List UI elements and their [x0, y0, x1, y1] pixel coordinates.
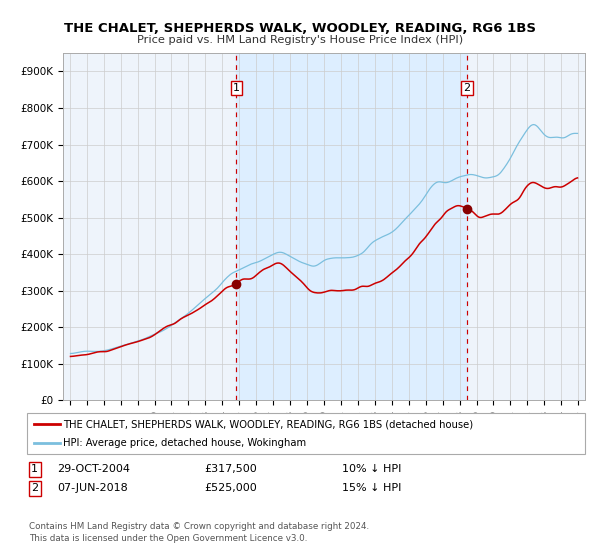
Text: £317,500: £317,500: [204, 464, 257, 474]
Text: 29-OCT-2004: 29-OCT-2004: [57, 464, 130, 474]
Text: Price paid vs. HM Land Registry's House Price Index (HPI): Price paid vs. HM Land Registry's House …: [137, 35, 463, 45]
Text: £525,000: £525,000: [204, 483, 257, 493]
Text: This data is licensed under the Open Government Licence v3.0.: This data is licensed under the Open Gov…: [29, 534, 307, 543]
Text: 1: 1: [233, 83, 240, 93]
Text: Contains HM Land Registry data © Crown copyright and database right 2024.: Contains HM Land Registry data © Crown c…: [29, 522, 369, 531]
Text: HPI: Average price, detached house, Wokingham: HPI: Average price, detached house, Woki…: [63, 438, 306, 447]
Text: 10% ↓ HPI: 10% ↓ HPI: [342, 464, 401, 474]
Text: 1: 1: [31, 464, 38, 474]
Text: 2: 2: [463, 83, 470, 93]
Text: 2: 2: [31, 483, 38, 493]
Text: THE CHALET, SHEPHERDS WALK, WOODLEY, READING, RG6 1BS (detached house): THE CHALET, SHEPHERDS WALK, WOODLEY, REA…: [63, 419, 473, 429]
Text: THE CHALET, SHEPHERDS WALK, WOODLEY, READING, RG6 1BS: THE CHALET, SHEPHERDS WALK, WOODLEY, REA…: [64, 22, 536, 35]
Bar: [236, 53, 467, 400]
Text: 15% ↓ HPI: 15% ↓ HPI: [342, 483, 401, 493]
Text: 07-JUN-2018: 07-JUN-2018: [57, 483, 128, 493]
